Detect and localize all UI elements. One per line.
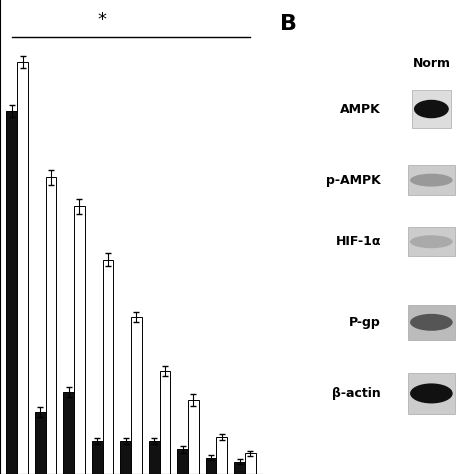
Bar <box>160 371 170 474</box>
Text: β-actin: β-actin <box>332 387 381 400</box>
Text: P-gp: P-gp <box>349 316 381 329</box>
Bar <box>92 441 102 474</box>
Bar <box>149 441 160 474</box>
FancyBboxPatch shape <box>408 305 455 340</box>
Bar <box>217 437 228 474</box>
FancyBboxPatch shape <box>408 374 455 413</box>
Ellipse shape <box>410 383 453 403</box>
Text: Norm: Norm <box>412 57 450 70</box>
Text: HIF-1α: HIF-1α <box>336 235 381 248</box>
Bar <box>63 392 74 474</box>
Bar <box>6 111 17 474</box>
Bar <box>102 260 113 474</box>
FancyBboxPatch shape <box>408 227 455 256</box>
Bar <box>177 449 188 474</box>
Bar <box>46 177 56 474</box>
Ellipse shape <box>410 314 453 331</box>
Bar <box>131 318 142 474</box>
Ellipse shape <box>410 173 453 187</box>
Bar <box>74 206 85 474</box>
Ellipse shape <box>414 100 449 118</box>
Bar <box>120 441 131 474</box>
Bar <box>188 400 199 474</box>
Text: B: B <box>280 14 297 34</box>
FancyBboxPatch shape <box>412 90 451 128</box>
Bar <box>35 412 46 474</box>
Text: p-AMPK: p-AMPK <box>326 173 381 187</box>
Text: *: * <box>98 11 107 29</box>
Bar <box>245 454 256 474</box>
Bar <box>17 62 28 474</box>
Bar <box>234 462 245 474</box>
Bar <box>206 457 217 474</box>
Ellipse shape <box>410 235 453 248</box>
FancyBboxPatch shape <box>408 165 455 195</box>
Text: AMPK: AMPK <box>340 102 381 116</box>
